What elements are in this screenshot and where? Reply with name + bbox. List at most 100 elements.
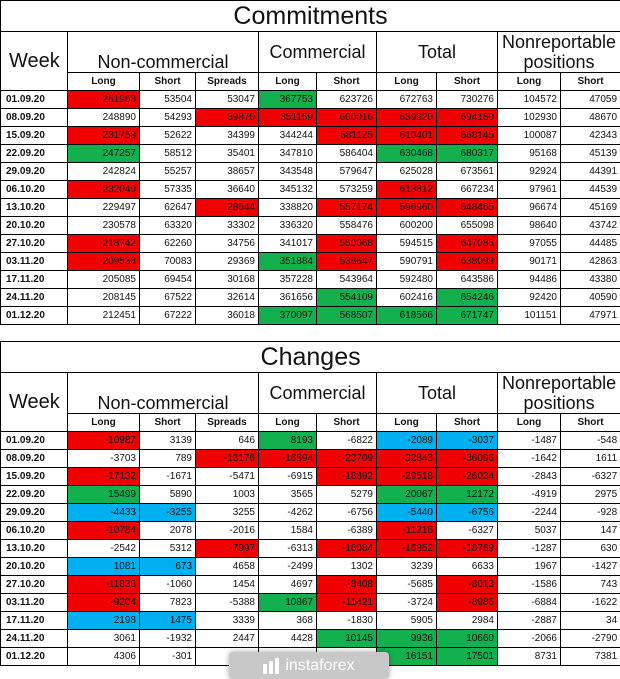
- value-cell: 600016: [316, 108, 377, 127]
- subheader-long: Long: [376, 72, 437, 91]
- week-cell: 24.11.20: [0, 629, 68, 648]
- value-cell: 70083: [139, 252, 196, 271]
- table-row: 13.10.20 229497 62647 28644 338820 557174 5969…: [0, 198, 620, 217]
- value-cell: 101151: [497, 306, 561, 325]
- value-cell: 351884: [258, 252, 317, 271]
- group-header-2: Total: [376, 31, 498, 73]
- value-cell: -301: [139, 647, 196, 666]
- value-cell: 104572: [497, 90, 561, 109]
- value-cell: -6389: [316, 521, 377, 540]
- subheader-long: Long: [497, 413, 561, 432]
- value-cell: 9936: [376, 629, 437, 648]
- value-cell: 62647: [139, 198, 196, 217]
- value-cell: 40590: [559, 288, 620, 307]
- value-cell: 32614: [195, 288, 259, 307]
- value-cell: 6633: [436, 557, 498, 576]
- value-cell: -3724: [376, 593, 437, 612]
- value-cell: 558476: [316, 216, 377, 235]
- group-header-2: Total: [376, 372, 498, 414]
- table-row: 24.11.20 208145 67522 32614 361656 554109 6024…: [0, 288, 620, 307]
- value-cell: 53047: [195, 90, 259, 109]
- value-cell: 205085: [67, 270, 140, 289]
- value-cell: -29518: [376, 467, 437, 486]
- value-cell: 610401: [376, 126, 437, 145]
- value-cell: -1427: [559, 557, 620, 576]
- commitments-title: Commitments: [0, 0, 620, 32]
- value-cell: 47059: [559, 90, 620, 109]
- value-cell: 229497: [67, 198, 140, 217]
- value-cell: -11421: [316, 593, 377, 612]
- value-cell: 231758: [67, 126, 140, 145]
- value-cell: 42343: [559, 126, 620, 145]
- value-cell: 36640: [195, 180, 259, 199]
- value-cell: 557174: [316, 198, 377, 217]
- value-cell: 344244: [258, 126, 317, 145]
- value-cell: 667234: [436, 180, 498, 199]
- value-cell: 338820: [258, 198, 317, 217]
- table-row: 20.10.20 1081 673 4658 -2499 1302 3239 6633 1967…: [0, 557, 620, 576]
- value-cell: -1586: [497, 575, 561, 594]
- value-cell: 63320: [139, 216, 196, 235]
- value-cell: -2016: [195, 521, 259, 540]
- table-row: 03.11.20 209538 70083 29369 351884 538647 5907…: [0, 252, 620, 271]
- week-cell: 20.10.20: [0, 557, 68, 576]
- subheader-long: Long: [258, 72, 317, 91]
- week-cell: 17.11.20: [0, 270, 68, 289]
- value-cell: 45139: [559, 144, 620, 163]
- value-cell: 7381: [559, 647, 620, 666]
- value-cell: -2499: [258, 557, 317, 576]
- value-cell: 36018: [195, 306, 259, 325]
- value-cell: 579647: [316, 162, 377, 181]
- value-cell: 248890: [67, 108, 140, 127]
- week-cell: 13.10.20: [0, 198, 68, 217]
- value-cell: 654246: [436, 288, 498, 307]
- group-header-3: Nonreportable positions: [496, 372, 620, 414]
- value-cell: 42863: [559, 252, 620, 271]
- value-cell: 8731: [497, 647, 561, 666]
- week-cell: 08.09.20: [0, 449, 68, 468]
- value-cell: 34: [559, 611, 620, 630]
- changes-title: Changes: [0, 341, 620, 373]
- week-cell: 01.09.20: [0, 431, 68, 450]
- value-cell: 212451: [67, 306, 140, 325]
- value-cell: 100087: [497, 126, 561, 145]
- week-cell: 13.10.20: [0, 539, 68, 558]
- value-cell: -7997: [195, 539, 259, 558]
- value-cell: 57335: [139, 180, 196, 199]
- table-row: 22.09.20 247257 58512 35401 347810 586404 6304…: [0, 144, 620, 163]
- subheader-short: Short: [559, 413, 620, 432]
- week-cell: 06.10.20: [0, 180, 68, 199]
- value-cell: 92420: [497, 288, 561, 307]
- value-cell: -9204: [67, 593, 140, 612]
- value-cell: 648465: [436, 198, 498, 217]
- value-cell: -11836: [67, 575, 140, 594]
- value-cell: 232040: [67, 180, 140, 199]
- value-cell: 343548: [258, 162, 317, 181]
- value-cell: 251963: [67, 90, 140, 109]
- value-cell: 367753: [258, 90, 317, 109]
- value-cell: -2244: [497, 503, 561, 522]
- value-cell: 538647: [316, 252, 377, 271]
- value-cell: 2447: [195, 629, 259, 648]
- value-cell: 341017: [258, 234, 317, 253]
- value-cell: 5890: [139, 485, 196, 504]
- week-cell: 22.09.20: [0, 485, 68, 504]
- value-cell: 673561: [436, 162, 498, 181]
- table-row: 24.11.20 3061 -1932 2447 4428 10145 9936 10660-…: [0, 629, 620, 648]
- value-cell: 1081: [67, 557, 140, 576]
- value-cell: 581125: [316, 126, 377, 145]
- value-cell: 1967: [497, 557, 561, 576]
- value-cell: 3061: [67, 629, 140, 648]
- week-cell: 01.12.20: [0, 306, 68, 325]
- value-cell: -18892: [316, 467, 377, 486]
- subheader-short: Short: [139, 72, 196, 91]
- value-cell: 594515: [376, 234, 437, 253]
- subheader-long: Long: [376, 413, 437, 432]
- value-cell: 1584: [258, 521, 317, 540]
- subheader-long: Long: [67, 413, 140, 432]
- watermark: instaforex: [229, 652, 389, 679]
- group-header-0: Non-commercial: [67, 31, 259, 73]
- value-cell: 44391: [559, 162, 620, 181]
- value-cell: -23709: [316, 449, 377, 468]
- value-cell: 730276: [436, 90, 498, 109]
